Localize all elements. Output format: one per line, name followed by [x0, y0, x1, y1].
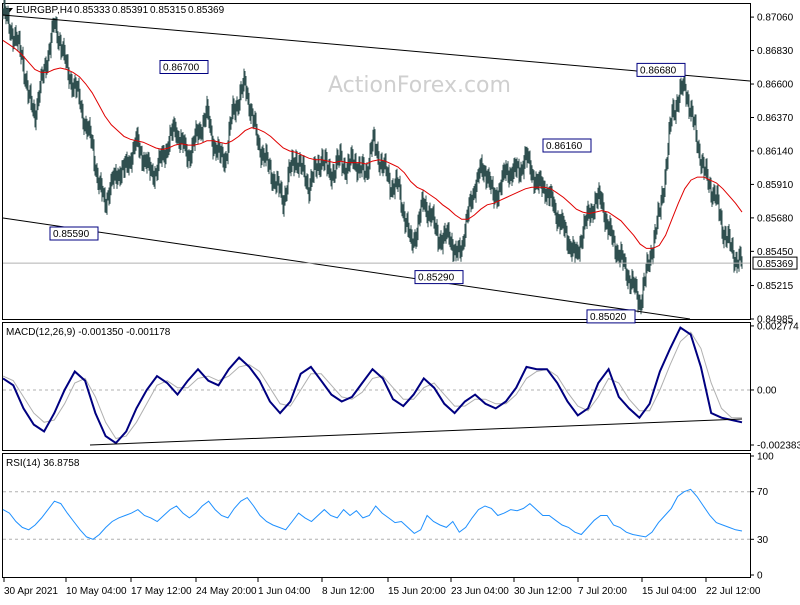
x-tick-label: 10 May 04:00	[66, 586, 127, 597]
x-tick-label: 15 Jun 20:00	[388, 586, 446, 597]
lower-channel-line	[2, 217, 691, 320]
swing-label-box	[542, 138, 592, 153]
macd-panel-frame	[2, 322, 751, 451]
rsi-line	[2, 488, 743, 540]
price-panel-frame	[2, 3, 751, 320]
x-tick-label: 17 May 12:00	[131, 586, 192, 597]
y-tick-label: 30	[757, 535, 769, 546]
rsi-title: RSI(14) 36.8758	[6, 458, 80, 469]
swing-label-box	[414, 270, 464, 285]
macd-layer	[2, 326, 750, 446]
header-close: 0.85369	[188, 5, 225, 16]
y-tick-label: 0.85215	[757, 281, 794, 292]
y-tick-label: 0	[757, 571, 763, 582]
header-symbol: EURGBP,H4	[16, 5, 73, 16]
swing-label: 0.86160	[546, 141, 583, 152]
watermark: ActionForex.com	[328, 73, 511, 98]
y-tick-label: 0.87060	[757, 13, 794, 24]
y-tick-label: 100	[757, 452, 774, 463]
axis-layer: 0.87060 0.86830 0.86600 0.86370 0.86140 0.859…	[3, 13, 800, 597]
swing-label: 0.85290	[418, 273, 455, 284]
y-tick-label: 0.86600	[757, 80, 794, 91]
header-low: 0.85315	[150, 5, 187, 16]
x-tick-label: 30 Apr 2021	[4, 586, 58, 597]
swing-label-box	[159, 60, 209, 74]
y-tick-label: 70	[757, 487, 769, 498]
rsi-layer	[2, 488, 750, 540]
swing-label: 0.85020	[590, 312, 627, 323]
swing-label: 0.86680	[640, 65, 677, 76]
x-tick-label: 7 Jul 20:00	[578, 586, 627, 597]
header-high: 0.85391	[112, 5, 149, 16]
last-price-label: 0.85369	[757, 259, 794, 270]
swing-label-box	[586, 309, 636, 324]
x-tick-label: 1 Jun 04:00	[258, 586, 311, 597]
y-tick-label: 0.86140	[757, 147, 794, 158]
rsi-panel-frame	[2, 453, 751, 578]
x-tick-label: 15 Jul 04:00	[642, 586, 697, 597]
macd-signal-line	[2, 331, 742, 440]
y-tick-label: 0.00	[757, 386, 777, 397]
y-tick-label: 0.85680	[757, 213, 794, 224]
swing-label: 0.86700	[163, 63, 200, 74]
y-tick-label: 0.86370	[757, 113, 794, 124]
swing-label-box	[636, 62, 686, 77]
y-tick-label: 0.84985	[757, 315, 794, 326]
macd-main-line	[2, 326, 743, 445]
x-tick-label: 8 Jun 12:00	[322, 586, 375, 597]
swing-label: 0.85590	[53, 229, 90, 240]
header-open: 0.85333	[74, 5, 111, 16]
macd-trend-line	[89, 418, 743, 446]
price-bars	[2, 0, 743, 315]
x-tick-label: 22 Jul 12:00	[706, 586, 761, 597]
x-tick-label: 24 May 20:00	[196, 586, 257, 597]
y-tick-label: -0.002383	[757, 441, 800, 452]
upper-channel-line	[2, 14, 751, 82]
y-tick-label: 0.85910	[757, 180, 794, 191]
y-tick-label: 0.85450	[757, 247, 794, 258]
y-tick-label: 0.002774	[757, 321, 799, 332]
y-tick-label: 0.86830	[757, 46, 794, 57]
x-tick-label: 30 Jun 12:00	[514, 586, 572, 597]
macd-title: MACD(12,26,9) -0.001350 -0.001178	[6, 327, 171, 338]
last-price-marker	[752, 256, 798, 270]
swing-label-box	[49, 226, 99, 241]
moving-average-line	[2, 39, 743, 249]
price-layer: 0.85590 0.86700 0.85290 0.86160 0.85020 0.866…	[2, 0, 751, 324]
x-tick-label: 23 Jun 04:00	[451, 586, 509, 597]
